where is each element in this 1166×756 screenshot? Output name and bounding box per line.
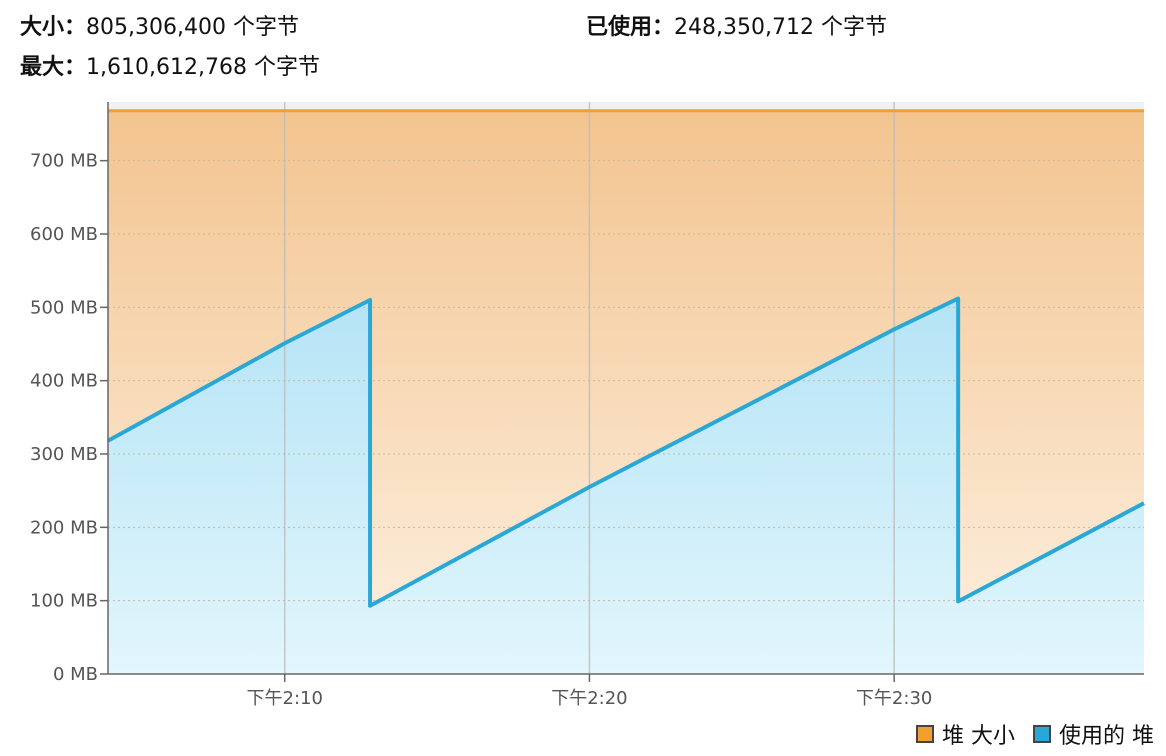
y-tick-label: 700 MB <box>30 151 98 172</box>
y-tick-label: 600 MB <box>30 224 98 245</box>
legend-label-used-heap: 使用的 堆 <box>1059 724 1154 749</box>
heap-used-value: 248,350,712 个字节 <box>674 15 887 40</box>
y-tick-label: 500 MB <box>30 297 98 318</box>
y-tick-label: 100 MB <box>30 591 98 612</box>
y-tick-label: 200 MB <box>30 517 98 538</box>
legend-item-used-heap[interactable]: 使用的 堆 <box>1033 718 1154 750</box>
x-tick-label: 下午2:30 <box>856 688 932 709</box>
used-heap-line <box>107 296 1145 608</box>
used-heap-swatch <box>1033 725 1051 743</box>
heap-size-swatch <box>916 725 934 743</box>
heap-max-value: 1,610,612,768 个字节 <box>86 55 320 80</box>
heap-max-stat: 最大：1,610,612,768 个字节 <box>20 48 320 88</box>
y-tick-label: 300 MB <box>30 444 98 465</box>
heap-size-value: 805,306,400 个字节 <box>86 15 299 40</box>
heap-used-label: 已使用： <box>586 15 675 40</box>
y-tick-label: 400 MB <box>30 371 98 392</box>
chart-legend: 堆 大小 使用的 堆 <box>916 718 1154 750</box>
legend-label-heap-size: 堆 大小 <box>942 724 1015 749</box>
heap-max-label: 最大： <box>20 55 87 80</box>
x-tick-label: 下午2:20 <box>551 688 627 709</box>
heap-used-stat: 已使用：248,350,712 个字节 <box>586 8 887 48</box>
x-tick-label: 下午2:10 <box>247 688 323 709</box>
used-heap-area <box>108 298 1144 674</box>
y-tick-label: 0 MB <box>53 664 98 685</box>
heap-size-stat: 大小：805,306,400 个字节 <box>20 8 299 48</box>
legend-item-heap-size[interactable]: 堆 大小 <box>916 718 1015 750</box>
heap-size-label: 大小： <box>20 15 87 40</box>
